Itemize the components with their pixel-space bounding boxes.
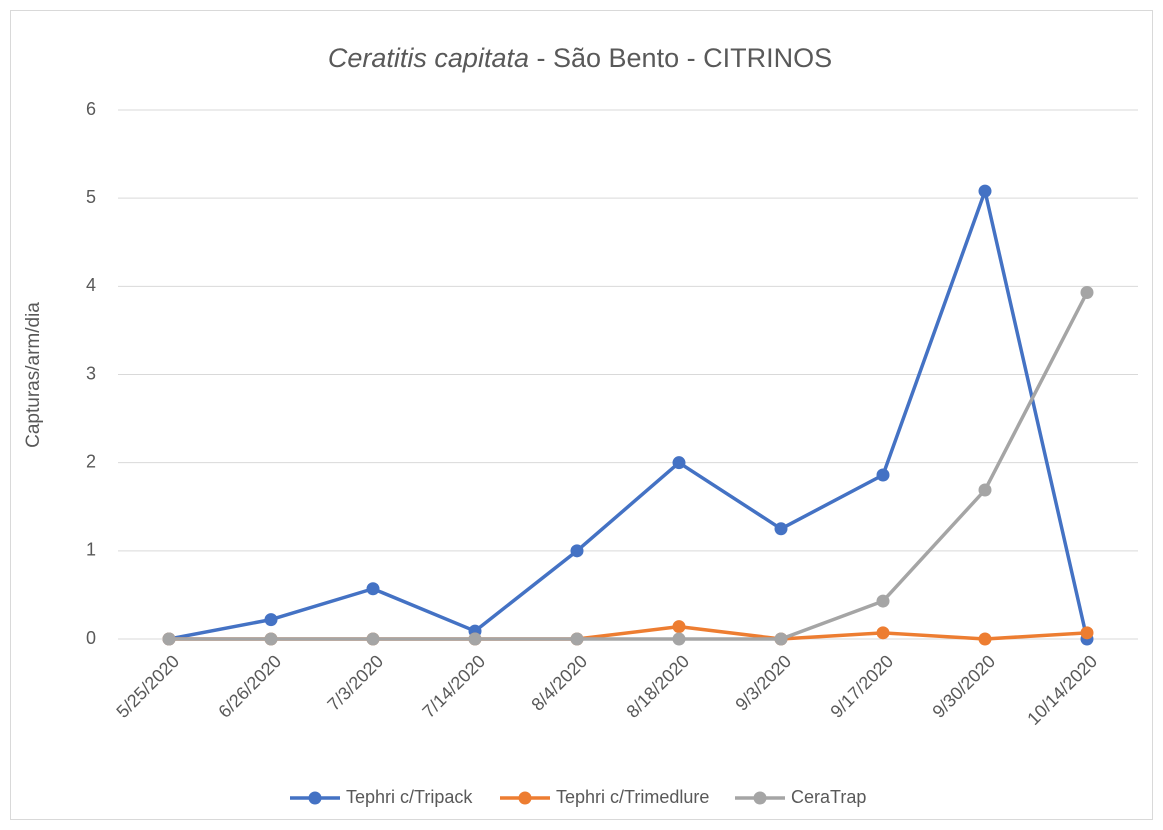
y-tick-label: 0 xyxy=(86,628,96,648)
point xyxy=(978,632,992,646)
point xyxy=(1080,626,1094,640)
legend-label: CeraTrap xyxy=(791,787,866,807)
point xyxy=(570,544,584,558)
point xyxy=(366,582,380,596)
point xyxy=(876,468,890,482)
series-line xyxy=(168,189,1089,641)
point xyxy=(978,483,992,497)
point xyxy=(162,632,176,646)
point xyxy=(774,522,788,536)
point xyxy=(570,632,584,646)
point xyxy=(774,632,788,646)
y-tick-label: 2 xyxy=(86,451,96,471)
legend-marker xyxy=(308,791,322,805)
point xyxy=(1080,286,1094,300)
y-tick-label: 3 xyxy=(86,363,96,383)
chart-title: Ceratitis capitata - São Bento - CITRINO… xyxy=(328,43,832,73)
y-tick-label: 6 xyxy=(86,99,96,119)
y-axis-label: Capturas/arm/dia xyxy=(23,302,44,448)
y-tick-label: 5 xyxy=(86,187,96,207)
point xyxy=(366,632,380,646)
title-species: Ceratitis capitata xyxy=(328,43,529,73)
title-rest: - São Bento - CITRINOS xyxy=(537,43,833,73)
point xyxy=(876,626,890,640)
point xyxy=(672,456,686,470)
point xyxy=(264,632,278,646)
point xyxy=(672,632,686,646)
series-line xyxy=(169,291,1089,641)
y-tick-label: 1 xyxy=(86,540,96,560)
point xyxy=(264,613,278,627)
point xyxy=(672,620,686,634)
legend-marker xyxy=(518,791,532,805)
point xyxy=(978,184,992,198)
legend-label: Tephri c/Tripack xyxy=(346,787,473,807)
point xyxy=(876,594,890,608)
point xyxy=(468,632,482,646)
legend-label: Tephri c/Trimedlure xyxy=(556,787,709,807)
chart-frame xyxy=(10,10,1153,820)
y-tick-label: 4 xyxy=(86,275,96,295)
legend-marker xyxy=(753,791,767,805)
